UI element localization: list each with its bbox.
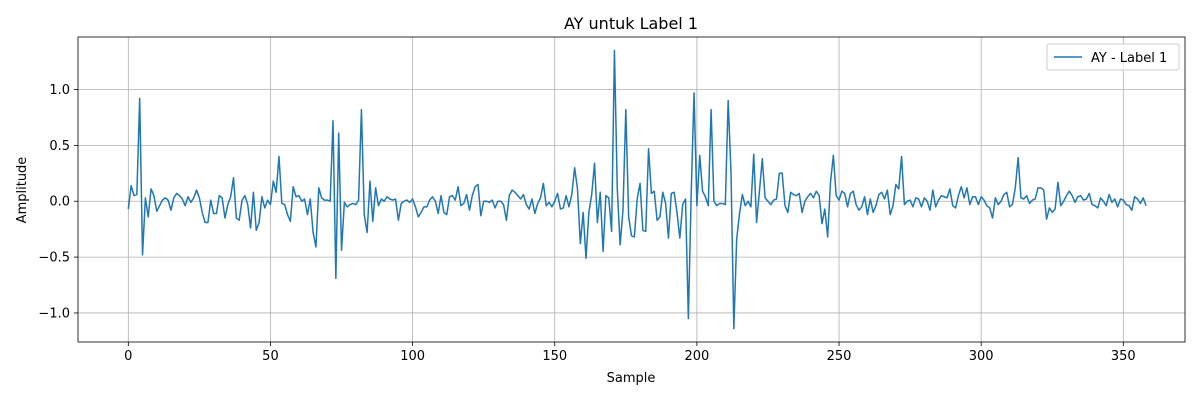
x-tick-label: 100 — [400, 349, 425, 364]
y-tick-label: 0.5 — [49, 139, 70, 154]
legend-box — [1046, 43, 1180, 71]
x-tick-label: 150 — [542, 349, 567, 364]
x-tick-label: 0 — [124, 349, 132, 364]
x-tick-label: 250 — [827, 349, 852, 364]
y-axis-title: Amplitude — [15, 157, 30, 224]
y-tick-label: 1.0 — [49, 83, 70, 98]
y-tick-label: −1.0 — [38, 306, 70, 321]
y-tick-label: −0.5 — [38, 251, 70, 266]
y-axis: −1.0 −0.5 0.0 0.5 1.0 — [38, 83, 78, 321]
legend: AY - Label 1 — [1046, 43, 1180, 71]
series-line — [127, 49, 1147, 330]
plot-area — [127, 49, 1147, 330]
y-tick-label: 0.0 — [49, 195, 70, 210]
x-axis-title: Sample — [607, 371, 656, 386]
x-tick-label: 200 — [684, 349, 709, 364]
x-tick-label: 350 — [1111, 349, 1136, 364]
x-tick-label: 300 — [969, 349, 994, 364]
legend-label: AY - Label 1 — [1091, 51, 1167, 66]
x-axis: 0 50 100 150 200 250 300 350 — [124, 342, 1136, 364]
plot-frame — [77, 36, 1186, 343]
chart-title: AY untuk Label 1 — [564, 14, 698, 33]
x-tick-label: 50 — [262, 349, 279, 364]
